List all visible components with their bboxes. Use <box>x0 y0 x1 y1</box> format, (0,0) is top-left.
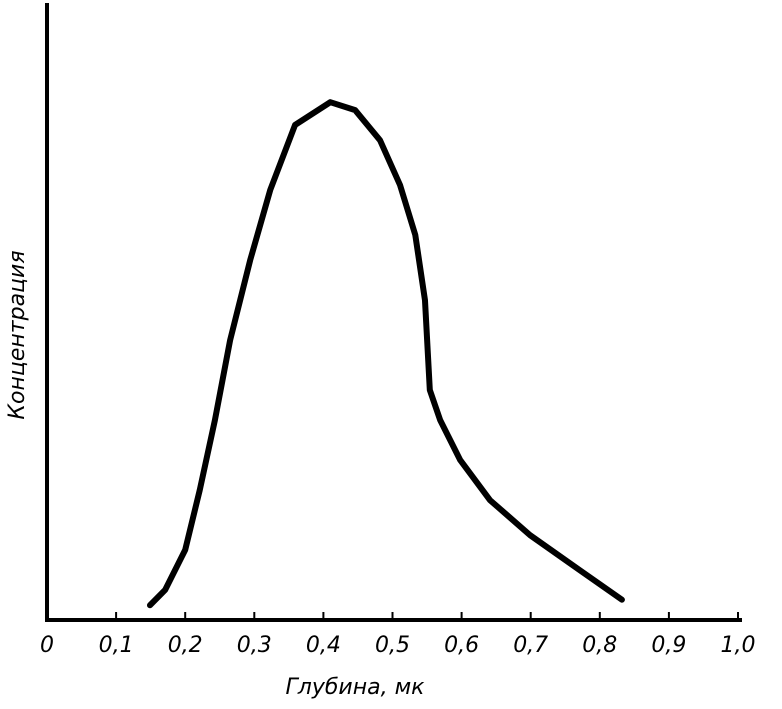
x-tick-label: 0,1 <box>99 633 134 658</box>
x-tick-label: 0,7 <box>513 633 548 658</box>
x-tick-label: 0,2 <box>168 633 203 658</box>
x-tick-label: 0,9 <box>651 633 686 658</box>
y-axis-label: Концентрация <box>5 250 30 419</box>
x-tick-label: 0,3 <box>237 633 272 658</box>
x-tick-label: 0 <box>40 633 54 658</box>
x-tick-label: 0,6 <box>444 633 479 658</box>
x-tick-label: 0,5 <box>375 633 410 658</box>
x-tick-label: 1,0 <box>721 633 756 658</box>
x-tick-label: 0,8 <box>582 633 617 658</box>
curve <box>146 99 625 609</box>
x-axis-label: Глубина, мк <box>286 675 426 700</box>
x-tick-label: 0,4 <box>306 633 341 658</box>
